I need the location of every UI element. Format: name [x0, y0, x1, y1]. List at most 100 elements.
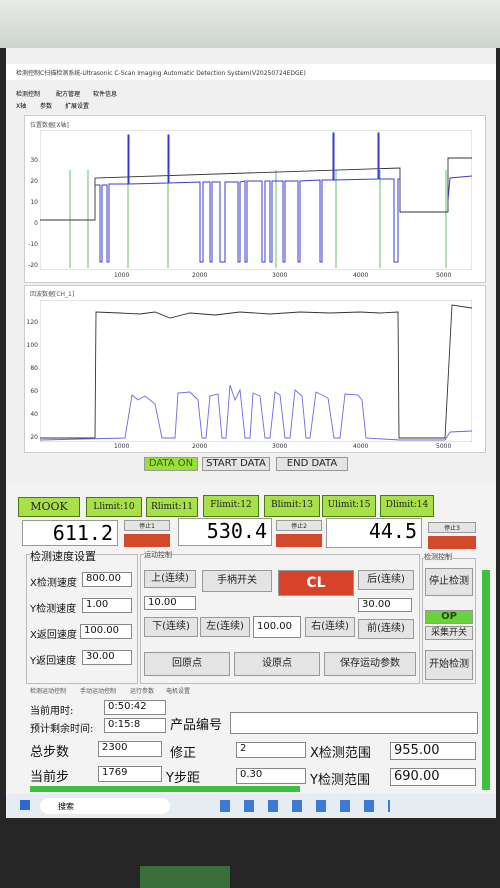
field-label: Y检测范围 [310, 773, 370, 788]
acquire-button[interactable]: 采集开关 [425, 626, 473, 640]
tab[interactable]: 运行参数 [130, 688, 155, 695]
x-tick-label: 1000 [114, 443, 130, 450]
tab[interactable]: 手动运动控制 [80, 688, 117, 695]
plot-title: 位置数据[X轴] [30, 122, 69, 129]
save-button[interactable]: 保存运动参数 [324, 652, 416, 676]
position-readout: 44.5 [326, 518, 422, 548]
speed-input[interactable]: 1.00 [82, 598, 132, 613]
limit-indicator: Flimit:12 [203, 495, 259, 517]
field-label: Y步距 [166, 771, 200, 786]
field-label: 当前用时: [30, 706, 74, 717]
limit-indicator: Dlimit:14 [380, 495, 434, 517]
end-data-button[interactable]: END DATA [276, 457, 348, 471]
x-tick-label: 4000 [353, 443, 369, 450]
y-tick-label: 100 [26, 342, 38, 349]
y-tick-label: -10 [28, 241, 38, 248]
x-tick-label: 5000 [436, 443, 452, 450]
limit-indicator: Blimit:13 [264, 495, 320, 517]
x-range-input[interactable]: 955.00 [390, 742, 476, 760]
stop-label: 停止3 [428, 522, 476, 533]
menu-item[interactable]: 配方管理 [56, 91, 81, 98]
y-tick-label: 40 [30, 411, 38, 418]
menu-item[interactable]: 检测控制 [16, 91, 41, 98]
set-home-button[interactable]: 设原点 [234, 652, 320, 676]
data-on-button[interactable]: DATA ON [144, 457, 198, 471]
position-plot [40, 130, 472, 270]
back-button[interactable]: 后(连续) [358, 570, 414, 590]
op-indicator: OP [425, 610, 473, 624]
x-tick-label: 3000 [272, 272, 288, 279]
step-input[interactable]: 10.00 [144, 596, 196, 610]
search-box[interactable]: 搜索 [40, 798, 170, 814]
y-tick-label: 20 [30, 434, 38, 441]
mook-indicator: MOOK [18, 497, 80, 517]
position-readout: 530.4 [178, 518, 272, 546]
up-button[interactable]: 上(连续) [144, 570, 196, 588]
field-label: 预计剩余时间: [30, 724, 94, 735]
field-label: X检测范围 [310, 746, 371, 761]
remaining-field: 0:15:8 [104, 718, 166, 733]
y-step-input[interactable]: 0.30 [236, 768, 306, 784]
plot-title: 回波数据[CH_1] [30, 291, 75, 298]
down-button[interactable]: 下(连续) [144, 617, 198, 637]
menu-item[interactable]: 软件信息 [93, 91, 118, 98]
y-tick-label: 60 [30, 388, 38, 395]
field-label: 总步数 [30, 745, 70, 760]
x-tick-label: 2000 [192, 272, 208, 279]
elapsed-field: 0:50:42 [104, 700, 166, 715]
start-button[interactable] [20, 800, 30, 810]
echo-plot [40, 300, 472, 442]
tab[interactable]: 参数 [40, 103, 53, 110]
stop-lamp [124, 534, 170, 547]
limit-indicator: Llimit:10 [86, 497, 142, 517]
tab[interactable]: 扩展设置 [65, 103, 90, 110]
speed-input[interactable]: 30.00 [82, 650, 132, 665]
tab[interactable]: 电机设置 [166, 688, 191, 695]
start-detect-button[interactable]: 开始检测 [425, 650, 473, 680]
y-tick-label: 20 [30, 178, 38, 185]
home-button[interactable]: 回原点 [144, 652, 230, 676]
stop-label: 停止2 [276, 520, 322, 531]
y-range-input[interactable]: 690.00 [390, 768, 476, 786]
product-input[interactable] [230, 712, 478, 734]
group-title: 运动控制 [144, 550, 172, 560]
limit-indicator: Ulimit:15 [322, 495, 376, 517]
x-tick-label: 2000 [192, 443, 208, 450]
current-step-field: 1769 [98, 766, 162, 782]
front-button[interactable]: 前(连续) [358, 619, 414, 639]
field-label: Y检测速度 [30, 604, 77, 615]
y-tick-label: -20 [28, 262, 38, 269]
progress-bar [482, 570, 490, 790]
step-input[interactable]: 30.00 [358, 598, 412, 612]
tab[interactable]: X轴 [16, 103, 27, 110]
step-input[interactable]: 100.00 [253, 616, 301, 638]
desk-object [140, 866, 230, 888]
stop-detect-button[interactable]: 停止检测 [425, 568, 473, 596]
field-label: 当前步 [30, 770, 70, 785]
stop-label: 停止1 [124, 520, 170, 531]
group-box [140, 554, 420, 684]
background-wall [0, 0, 500, 48]
group-title: 检测控制 [424, 552, 452, 562]
field-label: 修正 [170, 746, 197, 761]
x-tick-label: 5000 [436, 272, 452, 279]
taskbar-icons[interactable] [220, 800, 390, 812]
field-label: 产品编号 [170, 718, 223, 733]
right-button[interactable]: 右(连续) [305, 617, 355, 637]
start-data-button[interactable]: START DATA [202, 457, 270, 471]
speed-input[interactable]: 800.00 [82, 572, 132, 587]
title-bar [6, 64, 496, 80]
y-tick-label: 120 [26, 319, 38, 326]
handle-button[interactable]: 手柄开关 [202, 570, 272, 592]
stop-lamp [428, 536, 476, 549]
correction-input[interactable]: 2 [236, 742, 306, 758]
field-label: X返回速度 [30, 630, 77, 641]
y-tick-label: 30 [30, 157, 38, 164]
total-steps-field: 2300 [98, 741, 162, 757]
tab[interactable]: 检测运动控制 [30, 688, 67, 695]
cl-button[interactable]: CL [278, 570, 354, 596]
left-button[interactable]: 左(连续) [200, 617, 250, 637]
field-label: Y返回速度 [30, 656, 77, 667]
speed-input[interactable]: 100.00 [80, 624, 132, 639]
